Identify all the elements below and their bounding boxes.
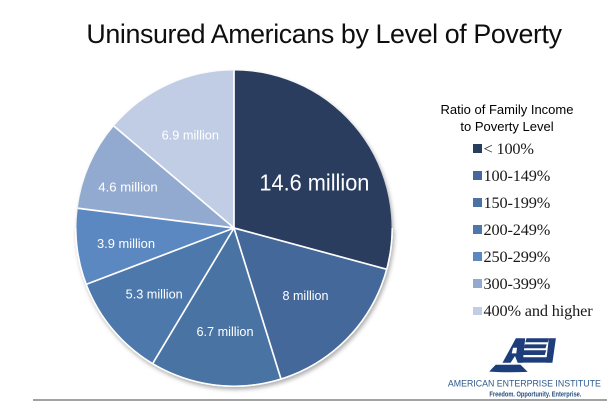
svg-text:8 million: 8 million	[283, 288, 329, 303]
svg-text:6.7 million: 6.7 million	[196, 324, 253, 339]
svg-text:AMERICAN ENTERPRISE INSTITUTE: AMERICAN ENTERPRISE INSTITUTE	[448, 378, 601, 389]
svg-text:6.9 million: 6.9 million	[162, 128, 219, 143]
svg-text:14.6 million: 14.6 million	[259, 170, 369, 196]
svg-text:Freedom. Opportunity. Enterpri: Freedom. Opportunity. Enterprise.	[489, 391, 581, 398]
svg-text:3.9 million: 3.9 million	[97, 236, 155, 251]
svg-text:4.6 million: 4.6 million	[98, 180, 157, 195]
svg-text:5.3 million: 5.3 million	[126, 287, 183, 302]
